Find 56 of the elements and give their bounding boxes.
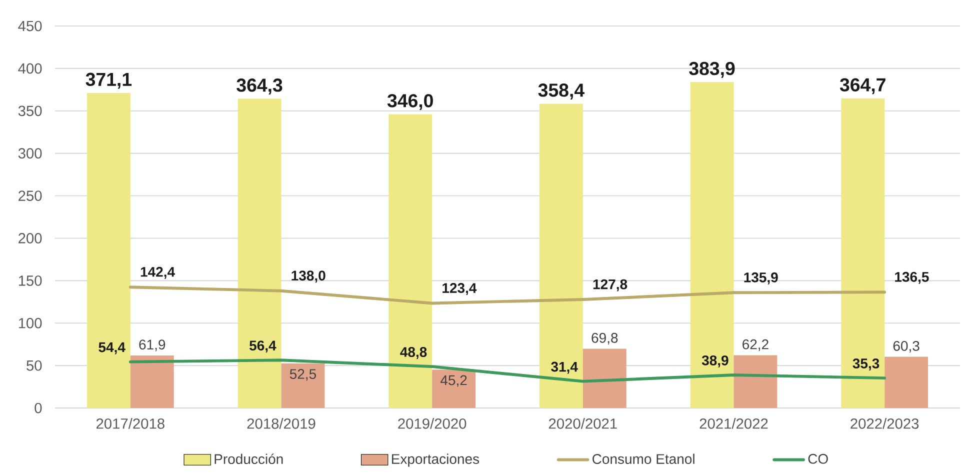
data-label: 48,8 — [400, 347, 427, 359]
x-tick-label: 2021/2022 — [700, 418, 768, 429]
data-label: 54,4 — [98, 342, 126, 354]
bar — [281, 363, 325, 408]
y-tick-label: 0 — [34, 402, 42, 414]
bar — [388, 114, 432, 408]
data-label: 45,2 — [440, 375, 467, 387]
data-label: 61,9 — [139, 340, 166, 352]
y-tick-label: 450 — [18, 20, 42, 32]
data-label: 136,5 — [895, 272, 929, 284]
data-label: 142,4 — [140, 266, 175, 279]
data-label: 60,3 — [893, 340, 920, 353]
data-label: 35,3 — [852, 358, 880, 370]
data-label: 358,4 — [538, 84, 584, 100]
data-label: 371,1 — [86, 72, 132, 89]
bar — [690, 82, 734, 408]
bar — [841, 98, 885, 408]
x-tick-label: 2018/2019 — [247, 418, 316, 429]
y-tick-label: 50 — [26, 360, 42, 371]
data-label: 56,4 — [250, 340, 276, 353]
data-label: 52,5 — [290, 369, 316, 381]
y-tick-label: 300 — [18, 148, 42, 159]
bar — [539, 104, 583, 408]
x-tick-label: 2020/2021 — [548, 418, 617, 429]
data-label: 346,0 — [387, 94, 433, 110]
bar — [130, 355, 174, 408]
legend-label: Producción — [214, 454, 283, 464]
data-label: 38,9 — [702, 355, 728, 368]
bar — [432, 370, 476, 408]
data-label: 138,0 — [292, 270, 326, 283]
bar — [86, 92, 130, 408]
data-label: 62,2 — [742, 339, 768, 351]
y-tick-label: 100 — [18, 318, 42, 328]
y-tick-label: 400 — [18, 63, 42, 74]
data-label: 364,3 — [236, 78, 282, 94]
bar — [238, 98, 282, 408]
x-tick-label: 2022/2023 — [850, 418, 919, 429]
data-label: 31,4 — [551, 362, 578, 374]
data-label: 69,8 — [592, 332, 618, 344]
data-label: 383,9 — [689, 62, 735, 78]
x-tick-label: 2017/2018 — [96, 418, 164, 429]
data-label: 135,9 — [744, 272, 778, 284]
y-tick-label: 250 — [18, 190, 42, 201]
legend-label: CO — [808, 454, 828, 464]
x-tick-label: 2019/2020 — [398, 418, 466, 429]
legend-label: Exportaciones — [392, 454, 480, 467]
data-label: 364,7 — [840, 78, 886, 94]
bar — [734, 355, 778, 408]
y-tick-label: 200 — [18, 233, 42, 244]
bar — [582, 348, 626, 408]
data-label: 127,8 — [593, 279, 628, 292]
data-label: 123,4 — [442, 283, 477, 295]
bar — [884, 356, 928, 408]
y-tick-label: 150 — [18, 275, 42, 286]
legend-label: Consumo Etanol — [592, 454, 694, 464]
y-tick-label: 350 — [18, 106, 42, 116]
